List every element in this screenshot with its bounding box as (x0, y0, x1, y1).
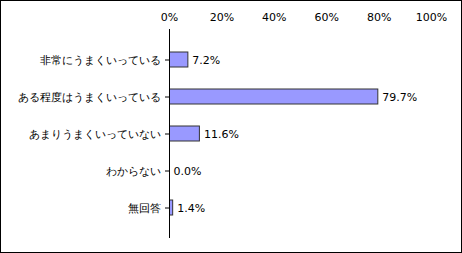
svg-text:80%: 80% (367, 11, 391, 24)
svg-text:わからない: わからない (106, 165, 161, 178)
svg-text:あまりうまくいっていない: あまりうまくいっていない (29, 128, 161, 141)
svg-text:11.6%: 11.6% (204, 128, 239, 141)
svg-text:20%: 20% (210, 11, 234, 24)
svg-text:無回答: 無回答 (128, 202, 161, 215)
svg-text:非常にうまくいっている: 非常にうまくいっている (40, 54, 161, 67)
svg-text:60%: 60% (314, 11, 338, 24)
svg-text:ある程度はうまくいっている: ある程度はうまくいっている (18, 91, 161, 104)
svg-text:7.2%: 7.2% (192, 54, 220, 67)
svg-text:79.7%: 79.7% (382, 91, 417, 104)
svg-text:40%: 40% (262, 11, 286, 24)
svg-text:0.0%: 0.0% (174, 165, 202, 178)
svg-text:100%: 100% (416, 11, 447, 24)
svg-text:1.4%: 1.4% (177, 202, 205, 215)
svg-text:0%: 0% (161, 11, 178, 24)
